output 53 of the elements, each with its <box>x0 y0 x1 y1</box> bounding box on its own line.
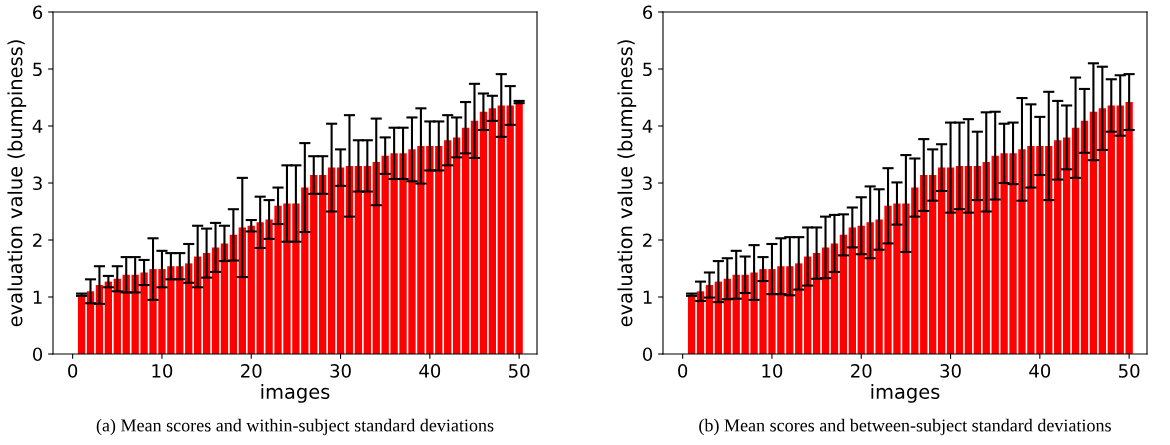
y-tick-label: 0 <box>642 347 653 362</box>
bar <box>479 111 488 354</box>
y-tick-label: 5 <box>33 62 42 77</box>
y-tick-label: 2 <box>33 233 42 247</box>
x-tick-label: 20 <box>241 364 262 378</box>
x-tick-label: 30 <box>940 364 961 378</box>
text: (a) Mean scores and within-subject standard deviations <box>96 418 494 436</box>
y-tick-label: 6 <box>33 5 43 20</box>
x-tick-label: 50 <box>509 364 530 378</box>
y-tick-label: 3 <box>643 176 652 191</box>
x-tick-label: 40 <box>1029 364 1051 378</box>
bar <box>77 294 86 354</box>
bar <box>1062 137 1071 354</box>
bar <box>461 127 470 354</box>
bar <box>336 167 345 354</box>
y-tick-label: 1 <box>643 290 652 304</box>
x-axis-title: images <box>261 383 330 403</box>
bar <box>354 165 363 354</box>
bar <box>363 165 371 354</box>
x-tick-label: 10 <box>762 364 783 378</box>
bar <box>497 105 505 354</box>
bar <box>687 294 696 354</box>
text: (b) Mean scores and between-subject standard deviations <box>699 418 1111 436</box>
bar <box>1098 108 1107 354</box>
bar <box>319 175 327 354</box>
y-tick-label: 5 <box>643 62 652 77</box>
y-axis-title: evaluation value (bumpiness) <box>7 40 27 327</box>
bar <box>1107 105 1115 354</box>
y-axis-title: evaluation value (bumpiness) <box>617 40 637 327</box>
bar <box>104 281 113 354</box>
bar <box>488 108 497 354</box>
y-tick-label: 4 <box>642 119 653 133</box>
y-tick-label: 0 <box>32 347 43 362</box>
x-tick-label: 20 <box>851 364 872 378</box>
bar <box>848 227 856 354</box>
bar <box>444 140 452 354</box>
y-tick-label: 4 <box>32 119 43 133</box>
x-tick-label: 0 <box>678 364 688 378</box>
y-tick-label: 2 <box>643 233 652 247</box>
y-tick-label: 6 <box>643 5 653 20</box>
x-axis-title: images <box>871 383 940 403</box>
bar <box>247 225 255 354</box>
x-tick-label: 0 <box>68 364 78 378</box>
x-tick-label: 40 <box>419 364 441 378</box>
x-tick-label: 10 <box>152 364 173 378</box>
y-tick-label: 1 <box>33 290 42 304</box>
bar <box>929 175 937 354</box>
bar <box>452 137 461 354</box>
x-tick-label: 30 <box>330 364 351 378</box>
y-tick-label: 3 <box>33 176 42 191</box>
bar <box>937 167 946 354</box>
x-tick-label: 50 <box>1119 364 1140 378</box>
bar <box>310 175 318 354</box>
